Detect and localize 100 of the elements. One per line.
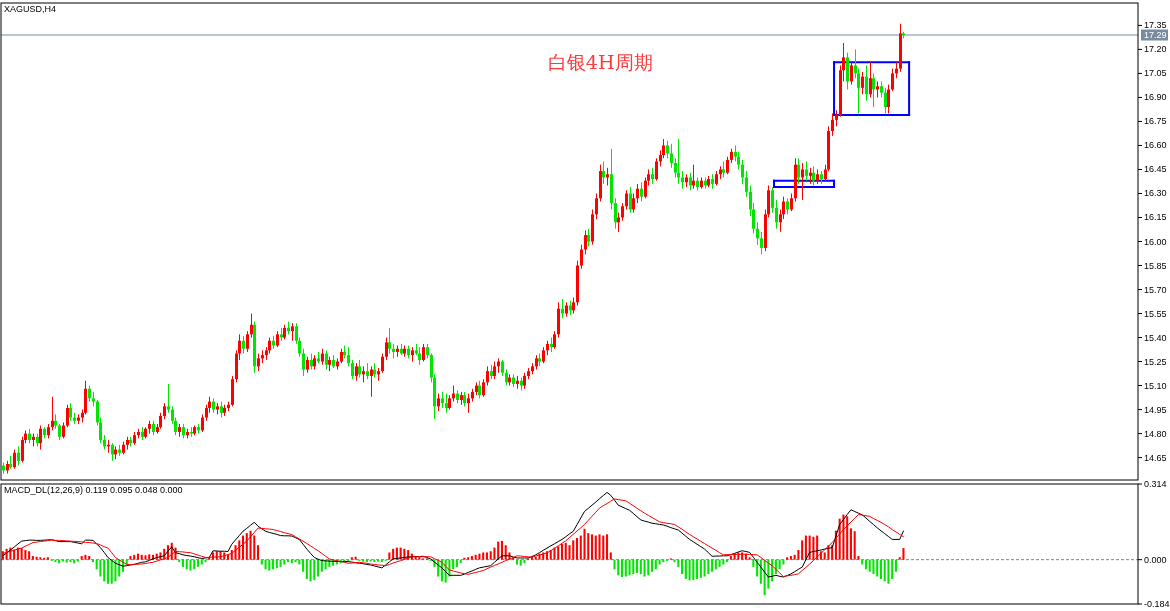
bar xyxy=(193,559,196,570)
bar xyxy=(639,559,642,575)
y-tick-label: 14.80 xyxy=(1144,428,1167,439)
bar xyxy=(106,559,109,584)
y-tick-label: 16.00 xyxy=(1144,236,1167,247)
bar xyxy=(388,552,391,560)
bar xyxy=(718,559,721,567)
bar xyxy=(707,559,710,575)
candlestick xyxy=(595,192,598,220)
candlestick xyxy=(741,159,744,185)
bar xyxy=(144,555,147,560)
bar xyxy=(553,547,556,560)
bar xyxy=(28,551,31,560)
candlestick xyxy=(640,181,643,202)
bar xyxy=(583,528,586,560)
bar xyxy=(651,559,654,572)
bar xyxy=(238,540,241,560)
bar xyxy=(99,559,102,577)
bar xyxy=(249,530,252,560)
bar xyxy=(647,559,650,576)
bar xyxy=(789,556,792,560)
candlestick xyxy=(467,393,470,414)
bar xyxy=(801,540,804,560)
y-tick-label: 17.05 xyxy=(1144,68,1167,79)
bar xyxy=(699,559,702,578)
candlestick xyxy=(861,71,864,95)
bar xyxy=(140,554,143,560)
bar xyxy=(894,559,897,572)
bar xyxy=(797,550,800,560)
bar xyxy=(609,552,612,560)
candlestick xyxy=(865,64,868,102)
bar xyxy=(605,534,609,560)
bar xyxy=(189,559,192,571)
candlestick xyxy=(629,186,632,214)
y-tick-label: 15.40 xyxy=(1144,332,1167,343)
bar xyxy=(519,559,522,566)
bar xyxy=(489,551,492,560)
candlestick xyxy=(385,337,388,361)
bar xyxy=(681,559,684,575)
candlestick xyxy=(887,84,890,114)
candlestick xyxy=(625,189,628,210)
candlestick xyxy=(167,383,170,414)
bar xyxy=(879,559,882,579)
candlestick xyxy=(602,160,605,185)
bar xyxy=(748,557,751,560)
candlestick xyxy=(381,353,384,374)
bar xyxy=(204,559,207,563)
bar xyxy=(523,559,526,564)
bar xyxy=(677,559,680,567)
y-tick-label: 0.314 xyxy=(1144,479,1167,489)
bar xyxy=(185,559,188,570)
bar xyxy=(703,559,706,577)
bar xyxy=(587,533,590,560)
y-tick-label: 16.45 xyxy=(1144,164,1167,175)
bar xyxy=(302,559,305,572)
bar xyxy=(849,528,852,560)
bar xyxy=(80,556,83,560)
bar xyxy=(692,559,695,581)
bar xyxy=(902,548,905,560)
y-tick-label: 16.15 xyxy=(1144,212,1167,223)
bar xyxy=(103,559,106,582)
candlestick xyxy=(884,87,887,114)
candlestick xyxy=(632,192,635,214)
chart-title: XAGUSD,H4 xyxy=(4,4,57,14)
candlestick xyxy=(388,327,391,355)
bar xyxy=(305,559,308,579)
y-tick-label: 15.70 xyxy=(1144,284,1167,295)
candlestick xyxy=(636,183,639,204)
candlestick xyxy=(614,197,617,230)
candlestick xyxy=(756,221,759,246)
bar xyxy=(624,559,627,577)
candlestick xyxy=(347,346,350,367)
candlestick xyxy=(670,143,673,169)
bar xyxy=(598,534,601,560)
bar xyxy=(136,553,139,560)
bar xyxy=(621,559,624,578)
bar xyxy=(418,557,421,560)
y-tick-label: 15.25 xyxy=(1144,356,1167,367)
bar xyxy=(853,531,856,560)
candlestick xyxy=(17,445,20,467)
bar xyxy=(504,545,507,560)
candlestick xyxy=(771,186,774,214)
bar xyxy=(253,535,256,560)
bar xyxy=(590,534,594,560)
bar xyxy=(891,559,894,579)
bar xyxy=(35,556,38,560)
y-tick-label: 15.85 xyxy=(1144,260,1167,271)
bar xyxy=(793,554,796,560)
bar xyxy=(84,554,87,560)
bar xyxy=(129,556,132,560)
ref-line-label: 17.29 xyxy=(1144,30,1167,41)
bar xyxy=(560,544,564,560)
bar xyxy=(272,559,275,570)
bar xyxy=(617,559,620,576)
bar xyxy=(223,552,226,560)
candlestick xyxy=(580,244,583,270)
y-tick-label: 16.75 xyxy=(1144,116,1167,127)
bar xyxy=(812,536,815,560)
bar xyxy=(575,537,579,560)
y-tick-label: -0.184 xyxy=(1144,599,1170,609)
